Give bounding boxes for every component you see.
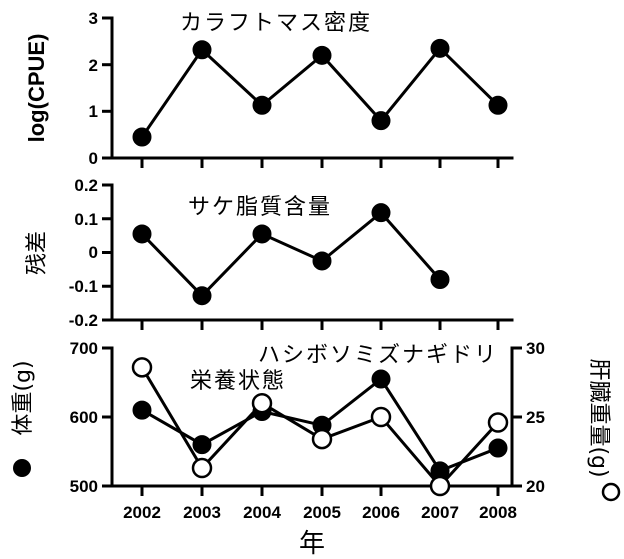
data-point-filled xyxy=(192,286,212,306)
panel3-right-ytick-label: 30 xyxy=(526,339,545,358)
data-point-filled xyxy=(132,224,152,244)
panel3-left-y-axis-label: 体重(g) xyxy=(11,360,36,435)
data-point-filled xyxy=(488,95,508,115)
xtick-label: 2004 xyxy=(243,503,281,522)
data-point-filled xyxy=(312,45,332,65)
panel3-title: ハシボソミズナギドリ xyxy=(258,343,498,368)
panel1-ytick-label: 1 xyxy=(89,102,98,121)
panel1-x-ticks xyxy=(140,158,500,168)
panel1-ytick-label: 3 xyxy=(89,9,98,28)
xtick-label: 2008 xyxy=(479,503,517,522)
data-point-open xyxy=(251,392,273,414)
panel3-x-ticks: 2002 2003 2004 2005 2006 2007 2008 xyxy=(123,486,517,522)
panel-pink-salmon-density: 0 1 2 3 カラフトマス密度 log(CPUE) xyxy=(24,9,514,168)
data-point-filled xyxy=(192,435,212,455)
panel3-right-ytick-label: 25 xyxy=(526,408,545,427)
data-point-filled xyxy=(192,40,212,60)
series-line xyxy=(140,210,442,298)
panel2-ytick-label: 0 xyxy=(89,243,98,262)
panel2-y-ticks: -0.2 -0.1 0 0.1 0.2 xyxy=(69,176,112,330)
data-point-filled xyxy=(430,270,450,289)
panel3-right-ytick-label: 20 xyxy=(526,477,545,496)
xtick-label: 2003 xyxy=(183,503,221,522)
panel3-left-y-ticks: 500 600 700 xyxy=(70,339,112,496)
panel2-ytick-label: -0.2 xyxy=(69,311,98,330)
data-point-filled xyxy=(132,400,152,420)
data-point-filled xyxy=(252,224,272,244)
data-point-open xyxy=(487,412,509,433)
x-axis-title: 年 xyxy=(299,529,325,559)
data-point-open xyxy=(370,406,392,428)
panel1-title: カラフトマス密度 xyxy=(180,11,372,36)
panel-salmon-lipid: -0.2 -0.1 0 0.1 0.2 サケ脂質含量 残差 xyxy=(25,176,514,330)
panel3-right-y-ticks: 20 25 30 xyxy=(512,339,545,496)
panel1-y-ticks: 0 1 2 3 xyxy=(89,9,112,168)
panel2-data xyxy=(132,203,450,306)
panel2-ytick-label: 0.2 xyxy=(74,176,98,195)
panel2-ytick-label: -0.1 xyxy=(69,277,98,296)
xtick-label: 2005 xyxy=(303,503,341,522)
panel3-left-ytick-label: 600 xyxy=(70,408,98,427)
panel1-ytick-label: 2 xyxy=(89,56,98,75)
filled-circle-legend-icon xyxy=(13,459,31,477)
panel2-title: サケ脂質含量 xyxy=(188,195,332,220)
data-point-filled xyxy=(488,438,508,458)
panel3-left-ytick-label: 700 xyxy=(70,339,98,358)
data-point-open xyxy=(191,457,213,479)
panel3-right-y-axis-label: 肝臓重量(g) xyxy=(586,358,611,477)
data-point-filled xyxy=(371,369,391,389)
data-point-open xyxy=(429,475,451,497)
data-point-filled xyxy=(371,111,391,131)
xtick-label: 2006 xyxy=(362,503,400,522)
data-point-filled xyxy=(371,203,391,223)
panel3-subtitle: 栄養状態 xyxy=(190,369,286,394)
xtick-label: 2002 xyxy=(123,503,161,522)
panel2-ytick-label: 0.1 xyxy=(74,210,98,229)
panel-shearwater-condition: 500 600 700 20 25 30 2002 2003 2004 2005… xyxy=(11,339,621,559)
panel3-left-ytick-label: 500 xyxy=(70,477,98,496)
panel1-y-axis-label: log(CPUE) xyxy=(24,34,49,143)
data-point-open xyxy=(131,357,153,378)
data-point-filled xyxy=(132,127,152,147)
data-point-filled xyxy=(430,38,450,58)
open-circle-legend-icon xyxy=(601,482,621,502)
panel1-data xyxy=(132,38,508,147)
data-point-filled xyxy=(312,251,332,271)
panel3-data xyxy=(131,357,509,497)
data-point-open xyxy=(311,428,333,450)
xtick-label: 2007 xyxy=(421,503,459,522)
panel2-y-axis-label: 残差 xyxy=(25,231,50,275)
panel2-x-ticks xyxy=(140,320,500,330)
data-point-filled xyxy=(252,95,272,115)
panel1-ytick-label: 0 xyxy=(89,149,98,168)
